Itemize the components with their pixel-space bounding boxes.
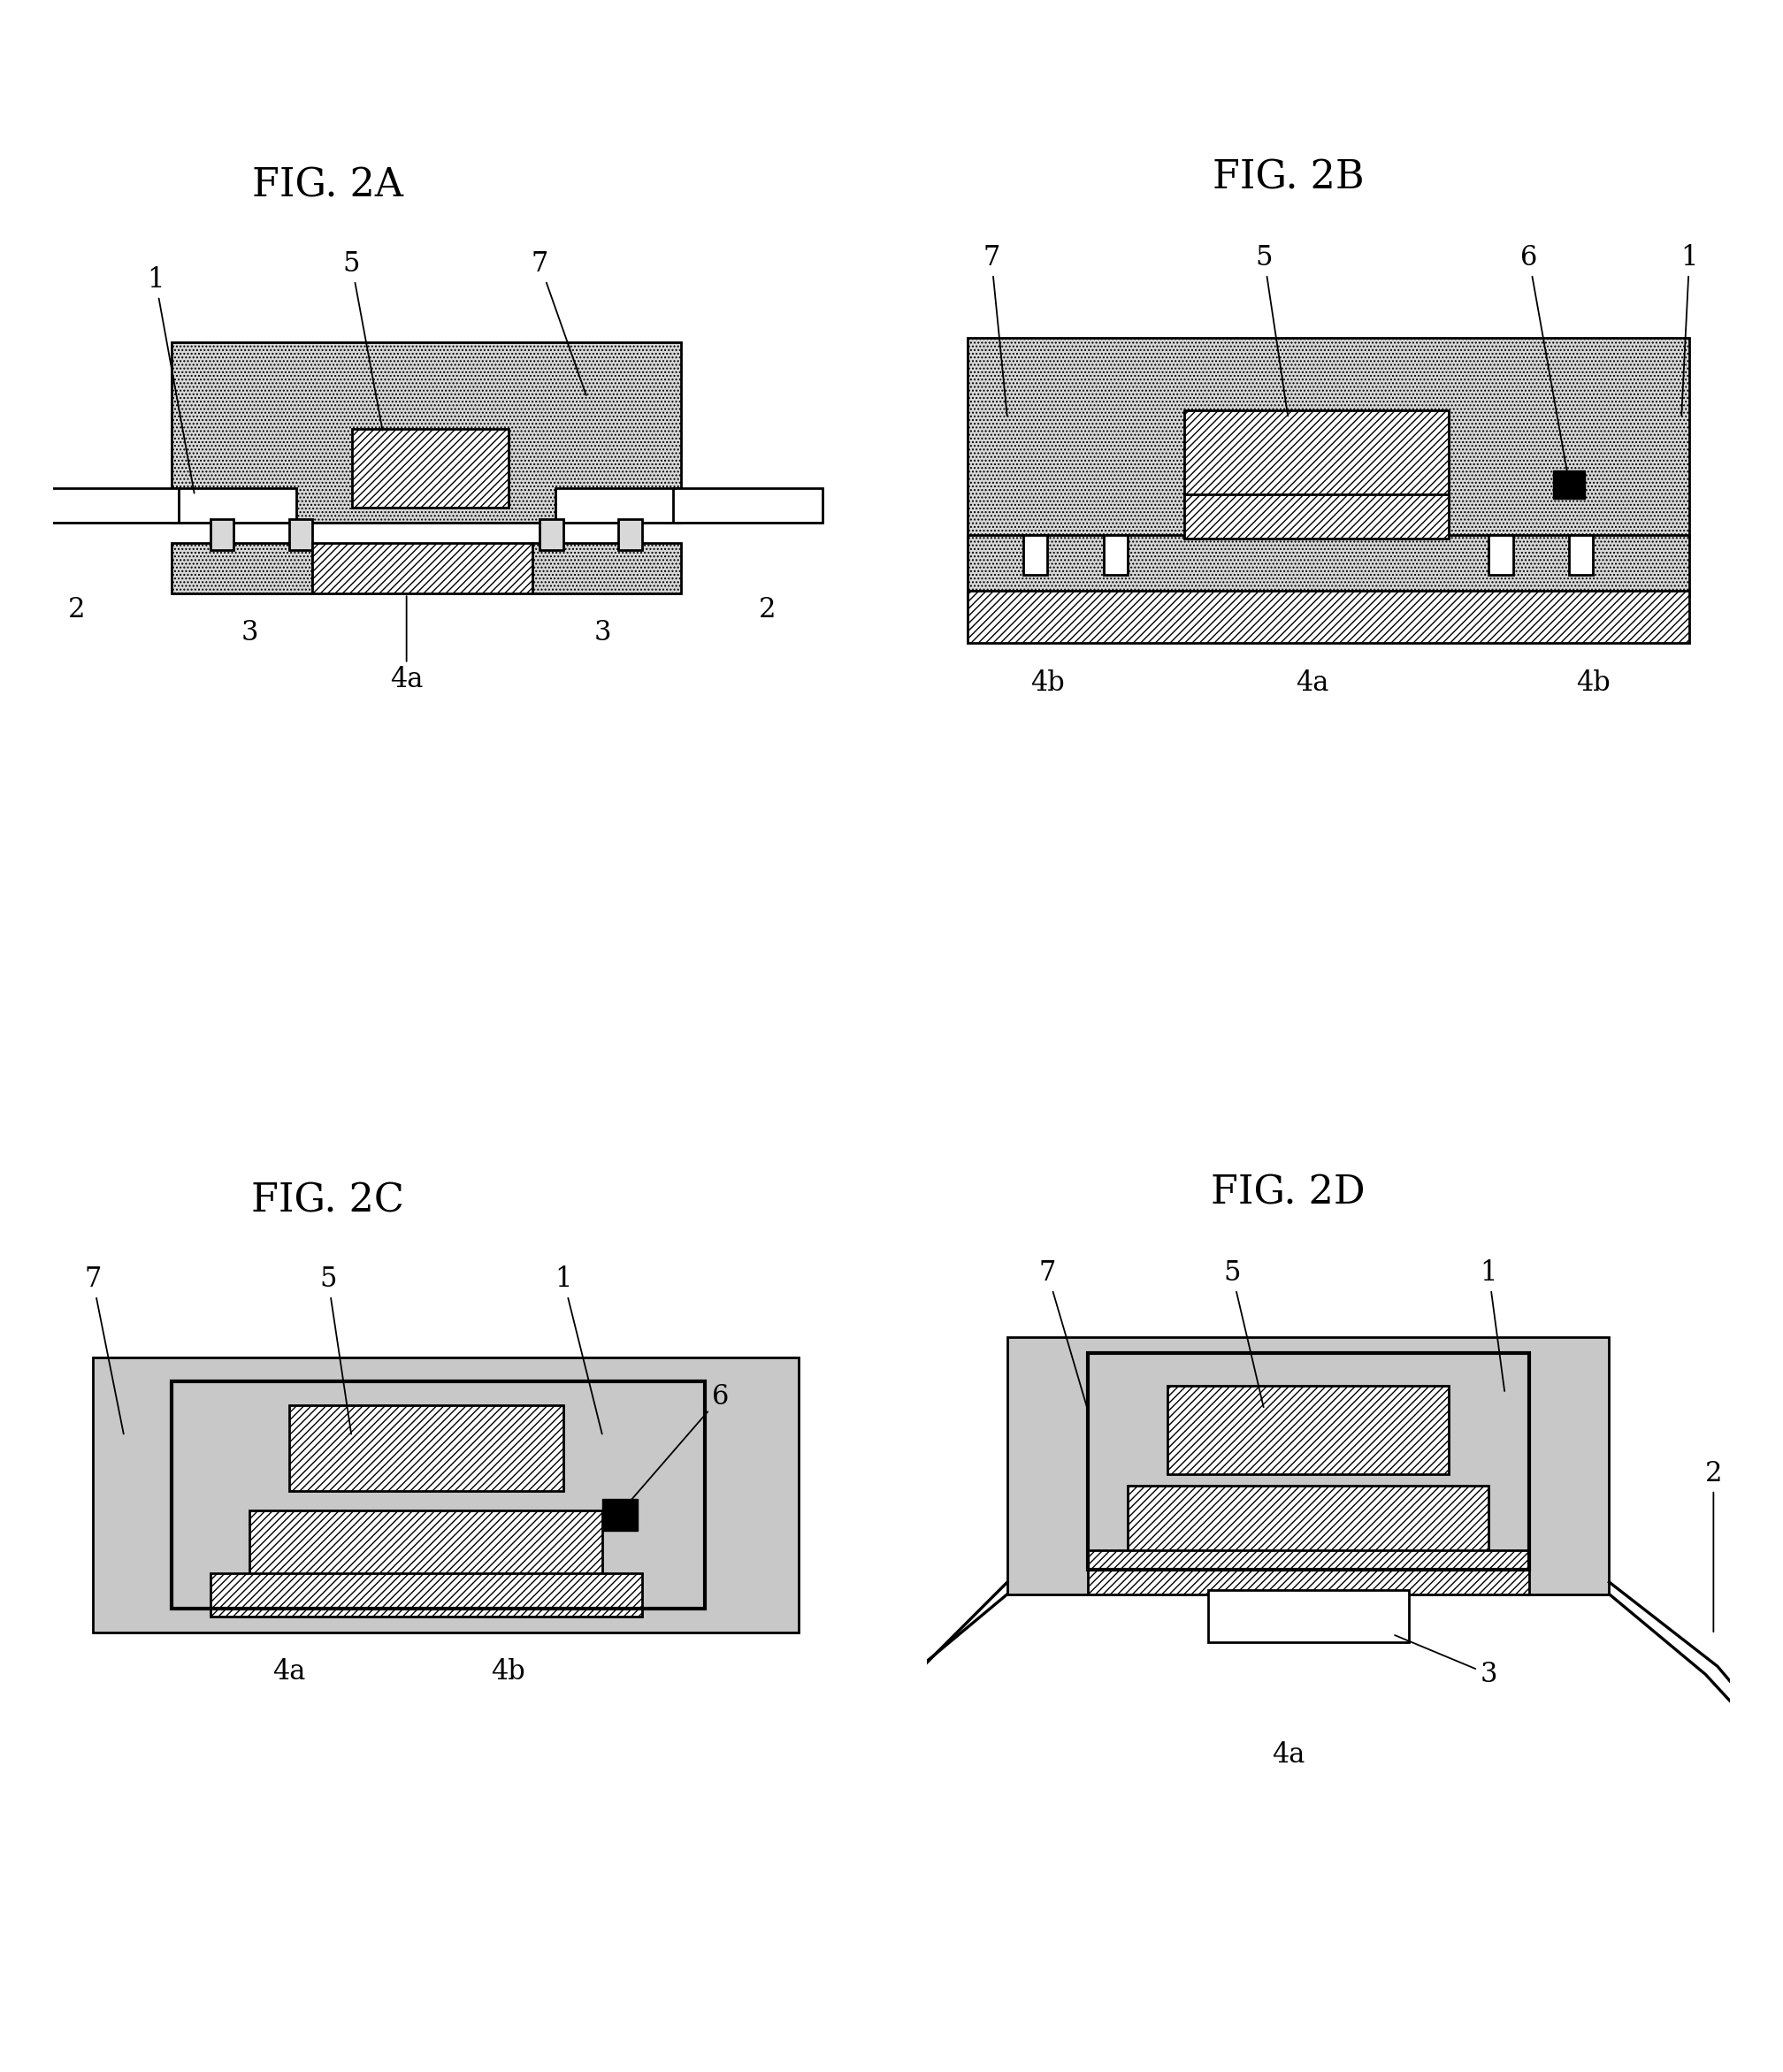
- Text: 1: 1: [555, 1266, 603, 1434]
- Bar: [966, 338, 1689, 539]
- Text: 5: 5: [1255, 244, 1287, 416]
- Bar: [619, 520, 642, 551]
- Bar: [1088, 1353, 1528, 1571]
- Text: 2: 2: [760, 595, 776, 624]
- Text: 3: 3: [594, 620, 612, 646]
- Text: 5: 5: [319, 1266, 351, 1434]
- Bar: [93, 1357, 799, 1633]
- Text: FIG. 2D: FIG. 2D: [1211, 1175, 1366, 1212]
- Text: 4a: 4a: [273, 1658, 305, 1685]
- Bar: [1553, 470, 1585, 499]
- Bar: [603, 1498, 638, 1531]
- Bar: [1127, 1486, 1489, 1554]
- Text: 1: 1: [1681, 244, 1697, 416]
- Text: 1: 1: [146, 265, 194, 493]
- Text: 3: 3: [1394, 1635, 1498, 1689]
- Bar: [210, 520, 234, 551]
- Bar: [1088, 1550, 1528, 1593]
- Bar: [531, 543, 681, 595]
- Bar: [1007, 1336, 1608, 1593]
- Text: 1: 1: [1480, 1260, 1505, 1390]
- Bar: [210, 1573, 642, 1616]
- Text: 7: 7: [531, 251, 587, 396]
- Text: FIG. 2A: FIG. 2A: [253, 166, 403, 205]
- Bar: [1104, 535, 1127, 574]
- Bar: [1168, 1386, 1448, 1473]
- Bar: [250, 1510, 603, 1577]
- Bar: [966, 535, 1689, 595]
- Text: 2: 2: [68, 595, 86, 624]
- Bar: [1023, 535, 1048, 574]
- Bar: [171, 487, 296, 522]
- Text: 4b: 4b: [492, 1658, 526, 1685]
- Bar: [674, 487, 822, 522]
- Bar: [1569, 535, 1594, 574]
- Bar: [171, 543, 312, 595]
- Bar: [1184, 495, 1448, 539]
- Text: 7: 7: [84, 1266, 123, 1434]
- Bar: [540, 520, 563, 551]
- Bar: [1489, 535, 1512, 574]
- Text: 5: 5: [1223, 1260, 1264, 1407]
- Bar: [289, 520, 312, 551]
- Text: 2: 2: [1705, 1461, 1722, 1633]
- Bar: [351, 429, 508, 508]
- Bar: [556, 487, 681, 522]
- Text: 5: 5: [342, 251, 383, 431]
- Bar: [171, 1382, 704, 1610]
- Text: 4b: 4b: [1576, 669, 1610, 696]
- Text: 4a: 4a: [390, 597, 423, 694]
- Bar: [312, 543, 531, 595]
- Text: FIG. 2B: FIG. 2B: [1212, 160, 1364, 197]
- Bar: [1184, 410, 1448, 499]
- Text: 7: 7: [1039, 1260, 1088, 1407]
- Text: 4a: 4a: [1296, 669, 1328, 696]
- Text: 7: 7: [982, 244, 1007, 416]
- Text: 3: 3: [241, 620, 259, 646]
- Text: 4a: 4a: [1271, 1740, 1305, 1767]
- Text: 4b: 4b: [1031, 669, 1064, 696]
- Bar: [966, 591, 1689, 642]
- Bar: [289, 1405, 563, 1492]
- Text: 6: 6: [1521, 244, 1569, 481]
- Text: FIG. 2C: FIG. 2C: [251, 1181, 405, 1220]
- Bar: [37, 487, 178, 522]
- Bar: [171, 342, 681, 522]
- Bar: [1207, 1589, 1409, 1643]
- Text: 6: 6: [620, 1384, 729, 1513]
